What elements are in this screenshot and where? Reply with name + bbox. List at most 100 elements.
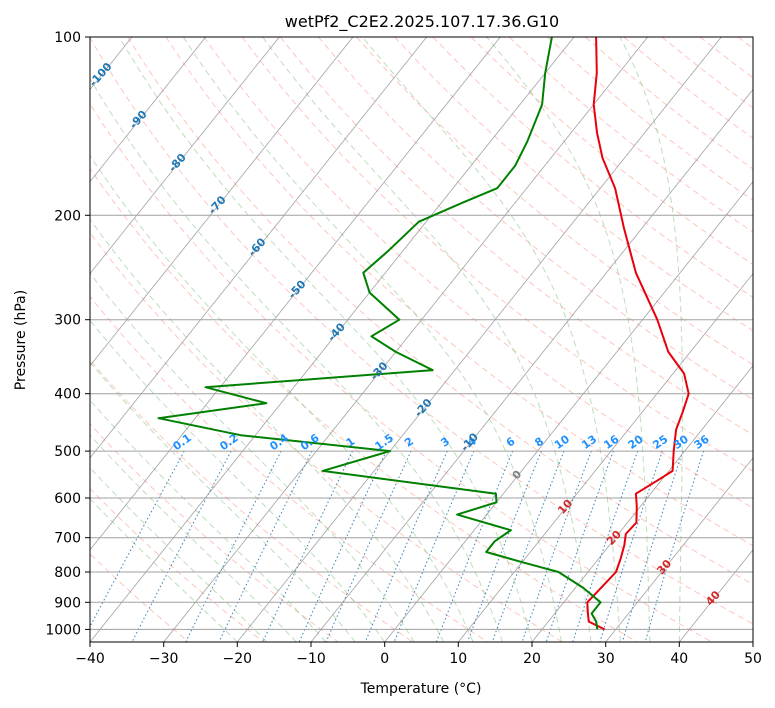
dry-adiabat-line xyxy=(318,37,753,401)
x-tick-label: 0 xyxy=(380,651,389,667)
mixing-ratio-line xyxy=(218,450,313,642)
x-tick-label: −30 xyxy=(149,651,179,667)
isotherm-line xyxy=(605,457,753,642)
x-tick-label: −20 xyxy=(223,651,253,667)
moist-adiabat-line xyxy=(90,361,356,642)
mixing-ratio-label: 16 xyxy=(601,432,621,452)
dry-adiabat-line xyxy=(432,37,753,298)
y-tick-label: 100 xyxy=(54,30,81,46)
mixing-ratio-label: 6 xyxy=(504,435,518,450)
dry-adiabat-line xyxy=(90,103,712,642)
mixing-ratio-line xyxy=(599,450,663,642)
plot-frame xyxy=(89,36,754,643)
mixing-ratio-line xyxy=(545,450,614,642)
mixing-ratio-line xyxy=(521,450,592,642)
dry-adiabat-line xyxy=(165,37,753,547)
mixing-ratio-line xyxy=(572,450,639,642)
y-tick-label: 400 xyxy=(54,387,81,403)
isotherm-line xyxy=(384,180,753,642)
mixing-ratio-line xyxy=(185,450,282,642)
moist-adiabat-line xyxy=(486,37,651,642)
y-tick-label: 900 xyxy=(54,595,81,611)
isotherm-line xyxy=(90,37,501,551)
isopleth-label-layer: 0.1 0.2 0.4 0.6 1 1.5 2 3 4 6 8 10 13 16 20 25 30 36-100-… xyxy=(87,60,724,608)
moist-adiabat-line xyxy=(90,467,268,642)
mixing-ratio-line xyxy=(467,450,542,642)
mixing-ratio-label: 0.4 xyxy=(267,431,291,453)
y-tick-label: 700 xyxy=(54,531,81,547)
dry-adiabat-line xyxy=(203,37,753,509)
mixing-ratio-line xyxy=(90,450,185,628)
dry-adiabat-line xyxy=(90,167,638,642)
mixing-ratio-line xyxy=(621,450,684,642)
dry-adiabat-line xyxy=(737,37,753,49)
y-tick-label: 800 xyxy=(54,565,81,581)
dry-adiabat-line xyxy=(394,37,753,332)
mixing-ratio-label: 10 xyxy=(552,432,572,452)
isotherm-line xyxy=(90,37,575,642)
moist-adiabat-line xyxy=(619,37,683,642)
y-axis-label: Pressure (hPa) xyxy=(13,290,29,390)
isotherm-line xyxy=(531,365,753,642)
dry-adiabat-line xyxy=(90,423,339,642)
tick-layer: −40 −30 −20 −10 0 10 20 30 40 5010020030040050060… xyxy=(45,30,762,667)
x-tick-label: 50 xyxy=(744,651,762,667)
dry-adiabat-line xyxy=(90,487,264,642)
isotherm-line xyxy=(90,37,354,367)
mixing-ratio-label: 25 xyxy=(650,433,670,452)
mixing-ratio-line xyxy=(644,450,705,642)
y-tick-label: 600 xyxy=(54,491,81,507)
x-tick-label: 10 xyxy=(449,651,467,667)
dry-adiabat-line xyxy=(508,37,753,233)
x-tick-label: 30 xyxy=(597,651,615,667)
moist-adiabat-line xyxy=(118,37,533,642)
mixing-ratio-label: 2 xyxy=(402,435,416,450)
chart-title: wetPf2_C2E2.2025.107.17.36.G10 xyxy=(285,12,559,32)
dewpoint-line xyxy=(157,37,602,630)
mixing-ratio-line xyxy=(325,450,412,642)
mixing-ratio-line xyxy=(298,450,387,642)
x-tick-label: −10 xyxy=(296,651,326,667)
y-tick-label: 500 xyxy=(54,444,81,460)
isotherm-line xyxy=(0,37,58,642)
mixing-ratio-label: 3 xyxy=(438,435,452,450)
isotherm-line xyxy=(236,37,722,642)
dry-adiabat-line xyxy=(547,37,753,201)
isotherm-line xyxy=(457,272,753,642)
moist-adiabat-line xyxy=(90,218,445,642)
isotherm-line xyxy=(90,37,428,459)
temperature-line xyxy=(586,37,690,631)
mixing-ratio-line xyxy=(393,450,475,642)
dry-adiabat-line xyxy=(241,37,753,472)
x-tick-label: 20 xyxy=(523,651,541,667)
dry-adiabat-line xyxy=(127,37,753,586)
dry-adiabat-line xyxy=(356,37,753,366)
mixing-ratio-line xyxy=(435,450,514,642)
y-tick-label: 300 xyxy=(54,313,81,329)
y-tick-label: 200 xyxy=(54,208,81,224)
mixing-ratio-line xyxy=(262,450,353,642)
moist-adiabat-line xyxy=(90,154,474,642)
moist-adiabat-line xyxy=(90,434,297,642)
dry-adiabat-line xyxy=(90,295,488,642)
isotherm-line xyxy=(90,37,280,275)
isotherm-line xyxy=(752,641,753,642)
isotherm-line xyxy=(90,37,207,183)
dry-adiabat-line xyxy=(90,231,563,642)
mixing-ratio-label: 0.6 xyxy=(298,431,322,453)
moist-adiabat-line xyxy=(362,37,621,642)
isotherm-line xyxy=(163,37,649,642)
moist-adiabat-line xyxy=(90,319,386,642)
y-tick-label: 1000 xyxy=(45,622,81,638)
x-axis-label: Temperature (°C) xyxy=(360,681,482,697)
dry-adiabat-line xyxy=(699,37,753,79)
isotherm-line xyxy=(310,88,753,642)
x-tick-label: −40 xyxy=(75,651,105,667)
dry-adiabat-line xyxy=(90,37,753,625)
mixing-ratio-label: 36 xyxy=(692,432,712,452)
moist-adiabat-line xyxy=(182,37,562,642)
moist-adiabat-line xyxy=(90,498,238,642)
moist-adiabat-line xyxy=(262,37,592,642)
moist-adiabat-line xyxy=(90,77,503,642)
